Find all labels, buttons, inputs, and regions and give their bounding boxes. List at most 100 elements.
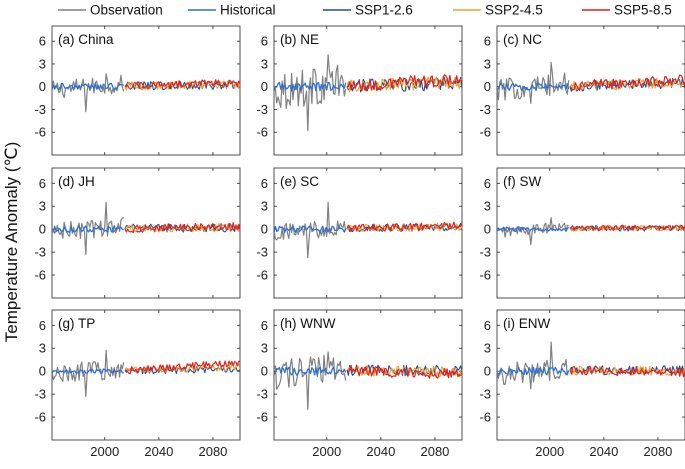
legend-item: SSP2-4.5 (453, 3, 543, 18)
legend-label: SSP5-8.5 (614, 3, 672, 18)
ssp585-line (124, 360, 240, 375)
y-tick-label: 3 (39, 56, 46, 71)
y-tick-label: 0 (261, 222, 268, 237)
y-tick-label: -6 (34, 268, 46, 283)
ssp585-line (124, 222, 240, 233)
y-tick-label: 6 (484, 176, 491, 191)
legend-label: SSP2-4.5 (485, 3, 543, 18)
panel-title: (e) SC (280, 174, 319, 189)
y-tick-label: 6 (39, 34, 46, 49)
legend-label: SSP1-2.6 (355, 3, 413, 18)
x-tick-label: 2040 (144, 444, 173, 459)
y-tick-label: 6 (261, 176, 268, 191)
x-tick-label: 2080 (643, 444, 672, 459)
historical-line (497, 366, 570, 376)
historical-line (497, 226, 570, 233)
y-tick-label: 3 (39, 199, 46, 214)
panel: 6 3 0 -3 -6 (a) China (34, 25, 241, 156)
y-tick-label: -3 (479, 102, 491, 117)
panel-series (274, 201, 462, 259)
panel-title: (d) JH (58, 174, 95, 189)
y-tick-label: 0 (39, 222, 46, 237)
y-tick-label: -6 (256, 410, 268, 425)
panel-series (52, 349, 240, 397)
y-tick-label: 3 (484, 199, 491, 214)
panel-series (274, 54, 462, 132)
y-tick-label: 6 (261, 318, 268, 333)
ssp585-line (569, 74, 685, 91)
historical-line (52, 82, 124, 91)
observation-line (497, 61, 570, 104)
ssp585-line (346, 221, 462, 233)
observation-line (274, 54, 347, 132)
x-tick-label: 2080 (198, 444, 227, 459)
ssp245-line (569, 365, 685, 376)
x-tick-label: 2080 (420, 444, 449, 459)
panel-series (497, 217, 685, 246)
panel: 6 3 0 -3 -6 (e) SC (256, 167, 463, 299)
observation-line (497, 341, 570, 390)
panel-series (497, 341, 685, 390)
panel-frame (496, 167, 685, 299)
y-tick-label: 6 (484, 34, 491, 49)
legend-item: SSP1-2.6 (323, 3, 413, 18)
historical-line (497, 82, 570, 91)
x-tick-label: 2000 (535, 444, 564, 459)
y-tick-label: -6 (34, 125, 46, 140)
y-tick-label: -6 (479, 125, 491, 140)
y-tick-label: -6 (34, 410, 46, 425)
legend: Observation Historical SSP1-2.6 SSP2-4.5 SSP… (58, 3, 672, 18)
ssp585-line (346, 364, 462, 379)
ssp585-line (124, 79, 240, 90)
legend-item: SSP5-8.5 (582, 3, 672, 18)
panel-frame (51, 167, 241, 299)
panel-title: (b) NE (280, 32, 319, 47)
y-tick-label: -3 (256, 245, 268, 260)
y-tick-label: -6 (479, 410, 491, 425)
y-tick-label: 3 (484, 56, 491, 71)
y-tick-label: -3 (479, 387, 491, 402)
y-tick-label: 6 (39, 318, 46, 333)
panel-frame (51, 25, 241, 156)
y-tick-label: 0 (261, 364, 268, 379)
panel-series (274, 351, 462, 410)
y-tick-label: 6 (261, 34, 268, 49)
panel-title: (i) ENW (503, 316, 550, 331)
legend-label: Observation (90, 3, 163, 18)
ssp585-line (346, 74, 462, 92)
observation-line (274, 351, 347, 410)
y-tick-label: -3 (34, 245, 46, 260)
panel: 6 3 0 -3 -6 (c) NC (479, 25, 685, 156)
ssp245-line (346, 364, 462, 378)
historical-line (274, 366, 347, 376)
legend-label: Historical (220, 3, 276, 18)
y-tick-label: -6 (256, 268, 268, 283)
panel-series (497, 61, 685, 104)
y-tick-label: -3 (34, 102, 46, 117)
y-tick-label: 0 (261, 79, 268, 94)
y-tick-label: 0 (39, 79, 46, 94)
y-tick-label: 3 (39, 341, 46, 356)
y-tick-label: -3 (256, 387, 268, 402)
panel-frame (51, 309, 241, 441)
observation-line (52, 349, 125, 397)
y-tick-label: -6 (479, 268, 491, 283)
ssp245-line (124, 363, 240, 373)
panel-title: (c) NC (503, 32, 542, 47)
y-tick-label: 3 (261, 341, 268, 356)
historical-line (274, 81, 347, 92)
y-axis-label: Temperature Anomaly (℃) (2, 142, 21, 343)
panel: 6 3 0 -3 -6 2000 2040 2080 (i) ENW (479, 309, 685, 459)
y-tick-label: 0 (39, 364, 46, 379)
y-tick-label: 6 (484, 318, 491, 333)
y-tick-label: 6 (39, 176, 46, 191)
ssp126-line (346, 77, 462, 93)
legend-item: Historical (188, 3, 276, 18)
y-tick-label: -3 (34, 387, 46, 402)
y-tick-label: 3 (261, 56, 268, 71)
panel-title: (f) SW (503, 174, 541, 189)
y-tick-label: 3 (261, 199, 268, 214)
y-tick-label: 3 (484, 341, 491, 356)
x-tick-label: 2040 (366, 444, 395, 459)
ssp585-line (569, 224, 685, 232)
